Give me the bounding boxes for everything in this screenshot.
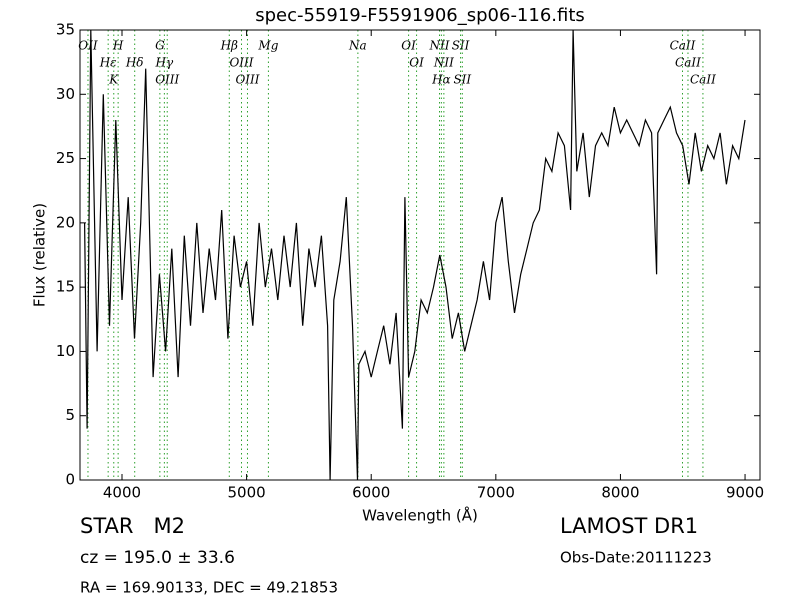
survey: LAMOST DR1 — [560, 514, 698, 538]
spectral-line-label: OIII — [235, 73, 259, 87]
spectral-line-label: SII — [452, 39, 470, 53]
spectral-line-label: K — [108, 73, 119, 87]
spectral-line-label: OI — [409, 56, 424, 70]
spectral-line-label: NII — [433, 56, 454, 70]
y-tick-label: 15 — [56, 278, 75, 296]
y-tick-label: 0 — [65, 471, 75, 489]
x-tick-label: 4000 — [103, 484, 141, 502]
y-tick-label: 30 — [56, 85, 75, 103]
y-tick-label: 10 — [56, 342, 75, 360]
x-axis-label: Wavelength (Å) — [362, 506, 478, 525]
plot-frame — [79, 29, 761, 481]
spectral-line-label: CaII — [690, 73, 716, 87]
chart-title: spec-55919-F5591906_sp06-116.fits — [255, 5, 585, 26]
spectral-line-label: Mg — [257, 39, 278, 53]
spectral-line-label: G — [155, 39, 165, 53]
coordinates: RA = 169.90133, DEC = 49.21853 — [80, 579, 338, 597]
spectral-line-label: SII — [453, 73, 471, 87]
spectral-line-label: OIII — [229, 56, 253, 70]
spectral-line-label: Hβ — [220, 39, 238, 53]
spectral-line-label: Hδ — [125, 56, 144, 70]
spectral-line-label: Hα — [431, 73, 451, 87]
x-tick-label: 7000 — [477, 484, 515, 502]
object-class: STAR M2 — [80, 514, 185, 538]
y-tick-label: 20 — [56, 213, 75, 231]
y-tick-label: 25 — [56, 149, 75, 167]
obs-date: Obs-Date:20111223 — [560, 549, 712, 567]
x-tick-label: 8000 — [601, 484, 639, 502]
spectral-line-label: CaII — [675, 56, 701, 70]
spectral-line-label: OIII — [155, 73, 179, 87]
redshift: cz = 195.0 ± 33.6 — [80, 548, 235, 568]
x-tick-label: 5000 — [228, 484, 266, 502]
spectral-line-label: OII — [78, 39, 98, 53]
spectral-line-label: NII — [429, 39, 450, 53]
spectral-line-label: CaII — [670, 39, 696, 53]
x-tick-label: 6000 — [352, 484, 390, 502]
y-tick-label: 35 — [56, 21, 75, 39]
spectral-line-label: Hγ — [155, 56, 174, 70]
spectral-line-label: H — [112, 39, 124, 53]
y-tick-label: 5 — [65, 406, 75, 424]
spectrum-line — [84, 30, 746, 480]
spectral-line-label: Hε — [99, 56, 117, 70]
spectral-line-label: Na — [348, 39, 367, 53]
y-axis-label: Flux (relative) — [31, 203, 49, 307]
x-tick-label: 9000 — [726, 484, 764, 502]
spectral-line-label: OI — [401, 39, 416, 53]
